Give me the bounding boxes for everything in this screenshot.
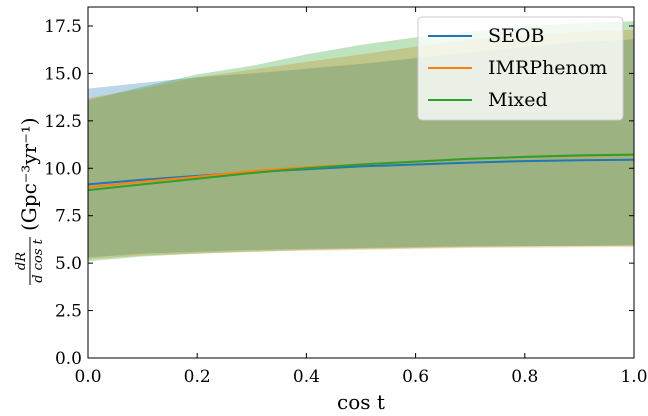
- x-tick-label: 0.2: [184, 367, 211, 387]
- legend-label: SEOB: [488, 25, 544, 47]
- median-lines: [87, 153, 635, 192]
- line-mixed: [87, 153, 635, 192]
- x-tick-label: 0.4: [293, 367, 320, 387]
- legend-label: Mixed: [488, 89, 548, 111]
- x-axis-label-cos: cos t: [337, 390, 385, 414]
- y-axis-label-denominator: d cos t: [31, 238, 46, 282]
- y-axis-label: dR d cos t (Gpc⁻³yr⁻¹): [14, 117, 46, 285]
- legend: SEOB IMRPhenom Mixed: [417, 16, 624, 121]
- y-tick-label: 0.0: [55, 349, 82, 369]
- legend-box: [417, 16, 624, 121]
- x-axis: 0.0 0.2 0.4 0.6 0.8 1.0: [74, 7, 648, 387]
- y-tick-label: 2.5: [55, 302, 82, 322]
- x-axis-label: cos t: [337, 390, 385, 414]
- y-tick-label: 10.0: [44, 159, 82, 179]
- y-tick-label: 12.5: [44, 112, 82, 132]
- x-tick-label: 0.8: [511, 367, 538, 387]
- y-axis: 0.0 2.5 5.0 7.5 10.0 12.5 15.0 17.5: [44, 17, 634, 369]
- x-tick-label: 0.6: [402, 367, 429, 387]
- x-tick-label: 1.0: [620, 367, 647, 387]
- legend-label: IMRPhenom: [488, 57, 607, 79]
- y-tick-label: 7.5: [55, 207, 82, 227]
- line-seob: [87, 158, 635, 186]
- y-tick-label: 17.5: [44, 17, 82, 37]
- x-tick-label: 0.0: [74, 367, 101, 387]
- y-tick-label: 15.0: [44, 64, 82, 84]
- y-axis-label-units: (Gpc⁻³yr⁻¹): [17, 117, 41, 231]
- plot-frame: [87, 6, 635, 359]
- y-axis-label-numerator: dR: [14, 252, 29, 270]
- legend-entries: SEOB IMRPhenom Mixed: [428, 25, 607, 111]
- y-tick-label: 5.0: [55, 254, 82, 274]
